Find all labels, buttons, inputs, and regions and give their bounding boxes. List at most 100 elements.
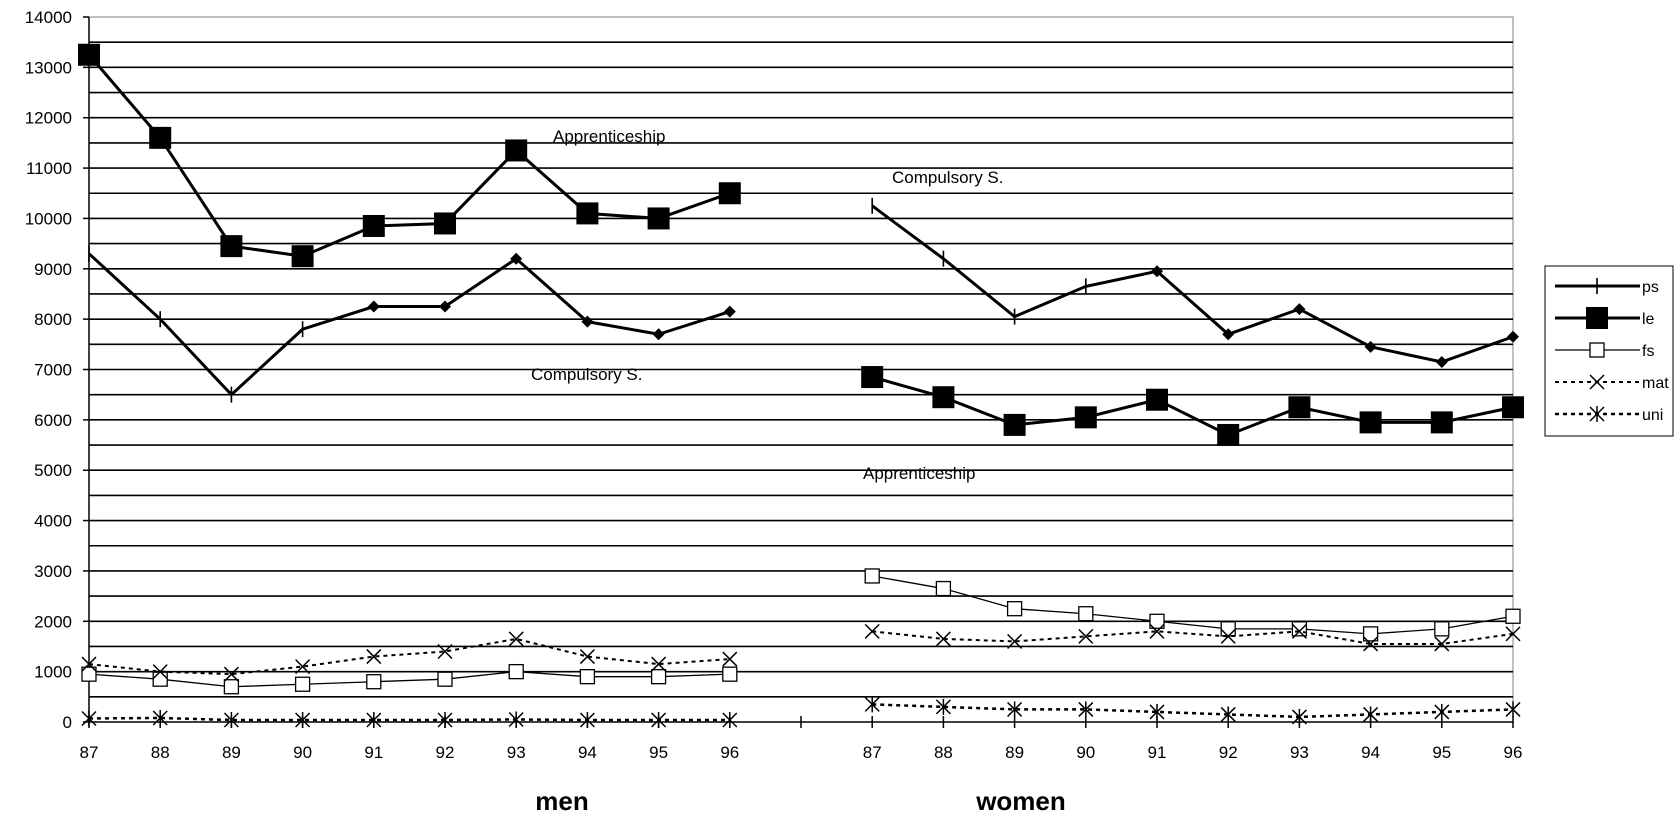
series-line-women-fs <box>872 575 1514 635</box>
data-point-women-uni <box>1363 706 1379 723</box>
data-point-men-fs <box>508 663 524 680</box>
data-point-women-mat <box>864 623 880 639</box>
data-point-men-ps <box>723 305 736 318</box>
data-point-women-le <box>1146 388 1168 411</box>
legend-label-ps: ps <box>1642 279 1659 296</box>
annotation-women-apprenticeship: Apprenticeship <box>863 464 975 483</box>
data-point-women-uni <box>864 696 880 713</box>
data-point-women-uni <box>935 698 951 715</box>
group-labels: men women <box>535 786 1066 816</box>
data-point-men-fs <box>366 674 382 690</box>
data-point-men-uni <box>81 710 97 727</box>
data-point-women-fs <box>1078 606 1094 622</box>
data-point-men-fs <box>223 679 240 695</box>
legend-label-mat: mat <box>1642 375 1669 392</box>
data-point-men-ps <box>367 300 380 313</box>
legend-label-fs: fs <box>1642 343 1654 360</box>
x-tick-label: 94 <box>578 743 597 762</box>
data-point-women-uni <box>1149 703 1165 720</box>
data-point-women-mat <box>935 631 951 647</box>
data-point-women-fs <box>1220 621 1236 637</box>
legend-label-uni: uni <box>1642 407 1663 424</box>
data-point-men-mat <box>722 651 738 667</box>
data-point-men-mat <box>152 664 168 680</box>
data-point-women-fs <box>1006 601 1023 617</box>
data-point-men-uni <box>223 711 239 728</box>
data-point-men-fs <box>81 666 97 682</box>
x-tick-label: 95 <box>649 743 668 762</box>
legend-label-le: le <box>1642 311 1655 328</box>
y-tick-label: 13000 <box>25 58 72 77</box>
data-point-men-le <box>718 182 741 205</box>
data-point-women-uni <box>1007 701 1023 718</box>
data-point-women-ps <box>1293 303 1306 316</box>
data-point-women-ps <box>1364 340 1377 353</box>
data-point-women-le <box>1288 396 1311 419</box>
data-point-women-le <box>1502 396 1524 419</box>
series-line-women-le <box>871 375 1514 437</box>
y-tick-label: 4000 <box>34 512 72 531</box>
chart-annotations: Apprenticeship Compulsory S. Compulsory … <box>531 127 1003 483</box>
data-point-men-le <box>291 245 314 268</box>
data-point-women-fs <box>1505 608 1521 624</box>
data-point-women-mat <box>1078 628 1094 644</box>
legend-marker-mat <box>1589 374 1605 390</box>
series-line-men-mat <box>88 637 730 676</box>
x-tick-label: 96 <box>720 743 739 762</box>
data-point-men-uni <box>579 711 595 728</box>
data-point-men-ps <box>510 252 523 265</box>
data-point-women-le <box>932 386 955 409</box>
y-tick-label: 7000 <box>34 361 72 380</box>
data-point-women-fs <box>1362 626 1379 642</box>
annotation-men-compulsory: Compulsory S. <box>531 365 642 384</box>
legend: ps le fs mat uni <box>1544 265 1674 437</box>
y-tick-label: 9000 <box>34 260 72 279</box>
data-point-women-ps <box>1222 328 1235 341</box>
x-tick-label: 90 <box>293 743 312 762</box>
y-axis-tick-labels: 0 1000 2000 3000 4000 5000 6000 7000 8000 9000 100… <box>25 8 89 732</box>
y-tick-label: 3000 <box>34 562 72 581</box>
data-point-men-le <box>434 212 456 235</box>
y-tick-label: 10000 <box>25 209 72 228</box>
annotation-men-apprenticeship: Apprenticeship <box>553 127 665 146</box>
data-point-women-mat <box>1007 633 1023 649</box>
x-tick-label: 91 <box>1148 743 1167 762</box>
data-point-women-uni <box>1220 706 1236 723</box>
x-tick-label: 89 <box>1005 743 1024 762</box>
series-line-men-le <box>87 53 731 258</box>
series-line-women-uni <box>872 703 1514 719</box>
data-point-women-le <box>1003 413 1026 436</box>
data-point-women-fs <box>935 580 952 597</box>
data-point-men-uni <box>366 711 382 728</box>
data-point-women-le <box>1430 411 1453 434</box>
data-point-men-ps <box>439 300 451 313</box>
data-point-men-mat <box>223 666 239 682</box>
y-tick-label: 6000 <box>34 411 72 430</box>
data-point-men-fs <box>294 676 311 692</box>
series-line-women-ps <box>871 204 1514 364</box>
data-point-women-mat <box>1149 623 1165 639</box>
y-tick-label: 0 <box>63 713 72 732</box>
data-point-men-le <box>149 126 172 149</box>
y-tick-label: 12000 <box>25 109 72 128</box>
y-tick-label: 8000 <box>34 310 72 329</box>
data-point-women-mat <box>1291 623 1307 639</box>
data-point-men-uni <box>152 709 168 726</box>
data-point-men-fs <box>437 671 453 687</box>
y-tick-label: 11000 <box>26 159 72 178</box>
group-label-women: women <box>975 786 1066 816</box>
data-point-men-uni <box>722 711 738 728</box>
group-label-men: men <box>535 786 588 816</box>
data-point-women-mat <box>1505 626 1521 642</box>
data-point-men-le <box>78 43 100 66</box>
data-point-women-uni <box>1434 703 1450 720</box>
x-axis-tick-labels: 87 88 89 90 91 92 93 94 95 96 87 88 89 90 91 92 93 94 95 96 <box>80 716 1523 762</box>
data-point-men-fs <box>152 671 168 687</box>
data-point-men-ps <box>652 328 665 341</box>
data-point-men-fs <box>650 669 667 685</box>
gridlines <box>88 16 1514 723</box>
data-point-men-le <box>505 139 528 162</box>
legend-marker-le <box>1586 307 1608 329</box>
x-tick-label: 96 <box>1504 743 1523 762</box>
